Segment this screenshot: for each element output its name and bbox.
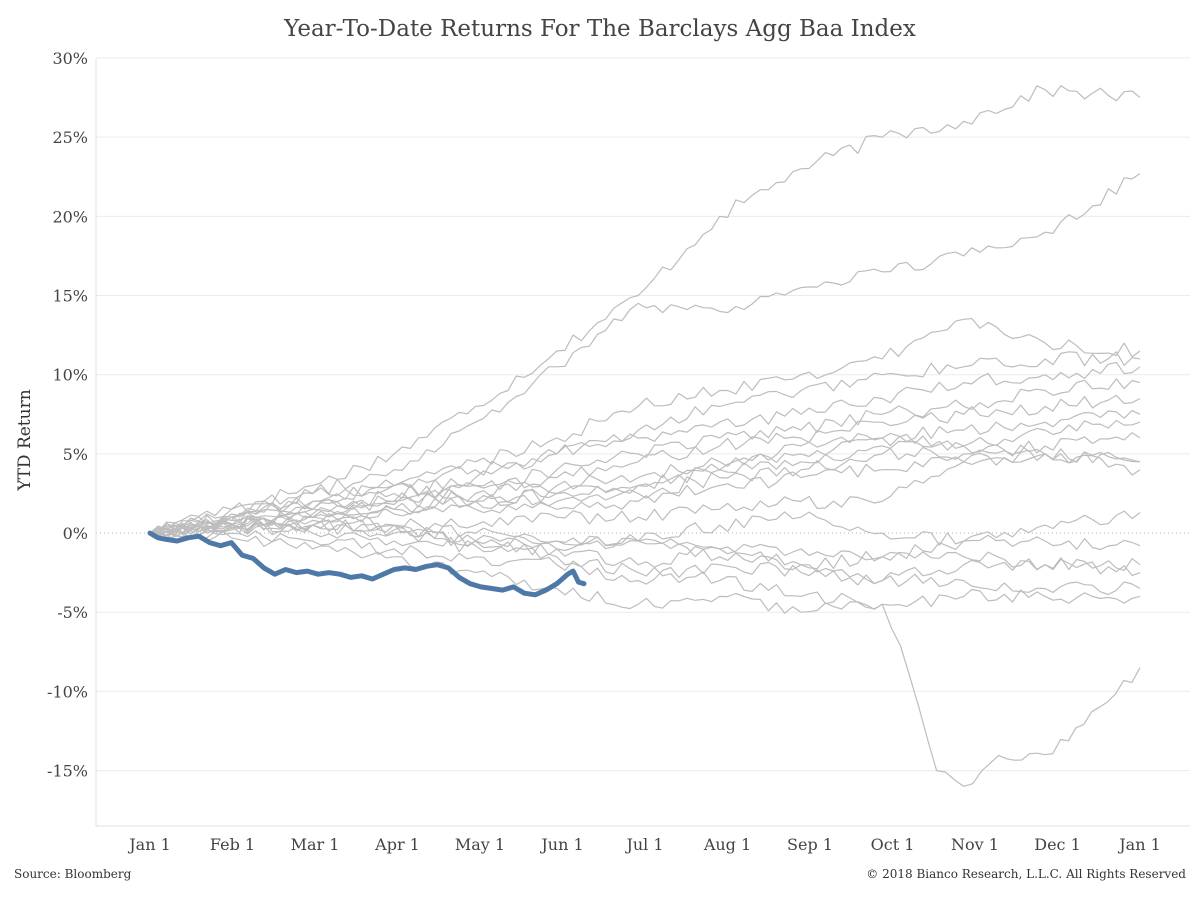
history-line [149,351,1141,536]
y-tick-label: 0% [63,524,88,543]
x-tick-label: Jun 1 [539,835,583,854]
x-tick-label: Aug 1 [703,835,751,854]
history-line [149,510,1141,546]
y-axis-title: YTD Return [15,389,35,491]
x-tick-label: Sep 1 [787,835,833,854]
history-line [149,451,1141,535]
history-line [149,432,1141,534]
x-tick-label: Jan 1 [127,835,171,854]
history-line [149,361,1141,534]
x-tick-label: Jul 1 [624,835,663,854]
history-line [149,528,1141,596]
history-line [149,419,1141,539]
y-tick-label: 25% [52,128,88,147]
historical-series [149,85,1141,788]
axes: 30% 25% 20% 15% 10% 5% 0% -5% -10% -15% Jan 1 Feb 1… [15,49,1190,854]
history-line [149,513,1141,788]
x-tick-label: May 1 [455,835,505,854]
copyright-note: © 2018 Bianco Research, L.L.C. All Right… [866,867,1186,881]
history-line [149,410,1141,534]
history-line [149,85,1141,535]
chart-title: Year-To-Date Returns For The Barclays Ag… [284,16,916,42]
x-tick-label: Jan 1 [1117,835,1161,854]
history-line [149,524,1141,561]
y-tick-label: 30% [52,49,88,68]
history-line [149,517,1141,585]
history-line [149,394,1141,534]
x-tick-label: Oct 1 [871,835,915,854]
history-line [149,527,1141,614]
y-tick-label: -10% [47,682,88,701]
history-line [149,433,1141,539]
y-tick-label: 15% [52,287,88,306]
source-note: Source: Bloomberg [14,867,132,881]
history-line [149,378,1141,536]
history-line [149,519,1141,577]
current-year-line [147,530,587,598]
x-tick-label: Dec 1 [1034,835,1081,854]
x-tick-label: Apr 1 [374,835,420,854]
y-tick-label: -5% [57,603,88,622]
current-year-series [147,530,587,598]
y-tick-label: 20% [52,207,88,226]
y-tick-label: 10% [52,366,88,385]
x-tick-label: Feb 1 [210,835,255,854]
history-line [149,173,1141,537]
y-tick-label: -15% [47,762,88,781]
x-tick-label: Mar 1 [291,835,340,854]
gridlines [96,57,1190,772]
x-tick-label: Nov 1 [951,835,999,854]
y-tick-label: 5% [63,445,88,464]
